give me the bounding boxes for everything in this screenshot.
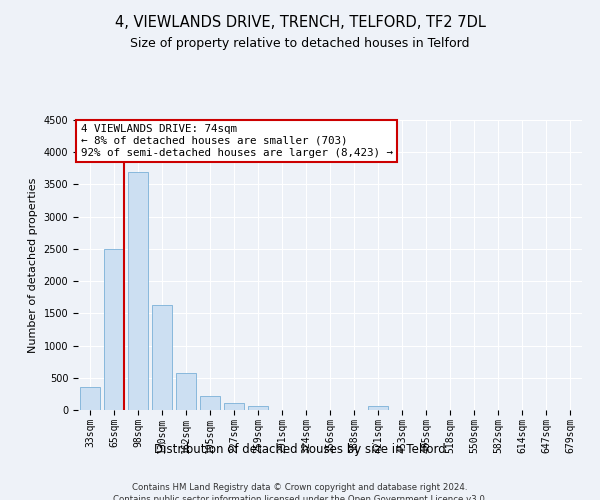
Text: Size of property relative to detached houses in Telford: Size of property relative to detached ho… <box>130 38 470 51</box>
Bar <box>104 249 124 410</box>
Bar <box>152 306 172 410</box>
Text: Distribution of detached houses by size in Telford: Distribution of detached houses by size … <box>154 442 446 456</box>
Bar <box>200 396 220 410</box>
Bar <box>128 172 148 410</box>
Text: 4 VIEWLANDS DRIVE: 74sqm
← 8% of detached houses are smaller (703)
92% of semi-d: 4 VIEWLANDS DRIVE: 74sqm ← 8% of detache… <box>80 124 392 158</box>
Bar <box>176 372 196 410</box>
Text: 4, VIEWLANDS DRIVE, TRENCH, TELFORD, TF2 7DL: 4, VIEWLANDS DRIVE, TRENCH, TELFORD, TF2… <box>115 15 485 30</box>
Bar <box>224 403 244 410</box>
Y-axis label: Number of detached properties: Number of detached properties <box>28 178 38 352</box>
Bar <box>248 406 268 410</box>
Text: Contains HM Land Registry data © Crown copyright and database right 2024.
Contai: Contains HM Land Registry data © Crown c… <box>113 482 487 500</box>
Bar <box>80 388 100 410</box>
Bar <box>368 406 388 410</box>
